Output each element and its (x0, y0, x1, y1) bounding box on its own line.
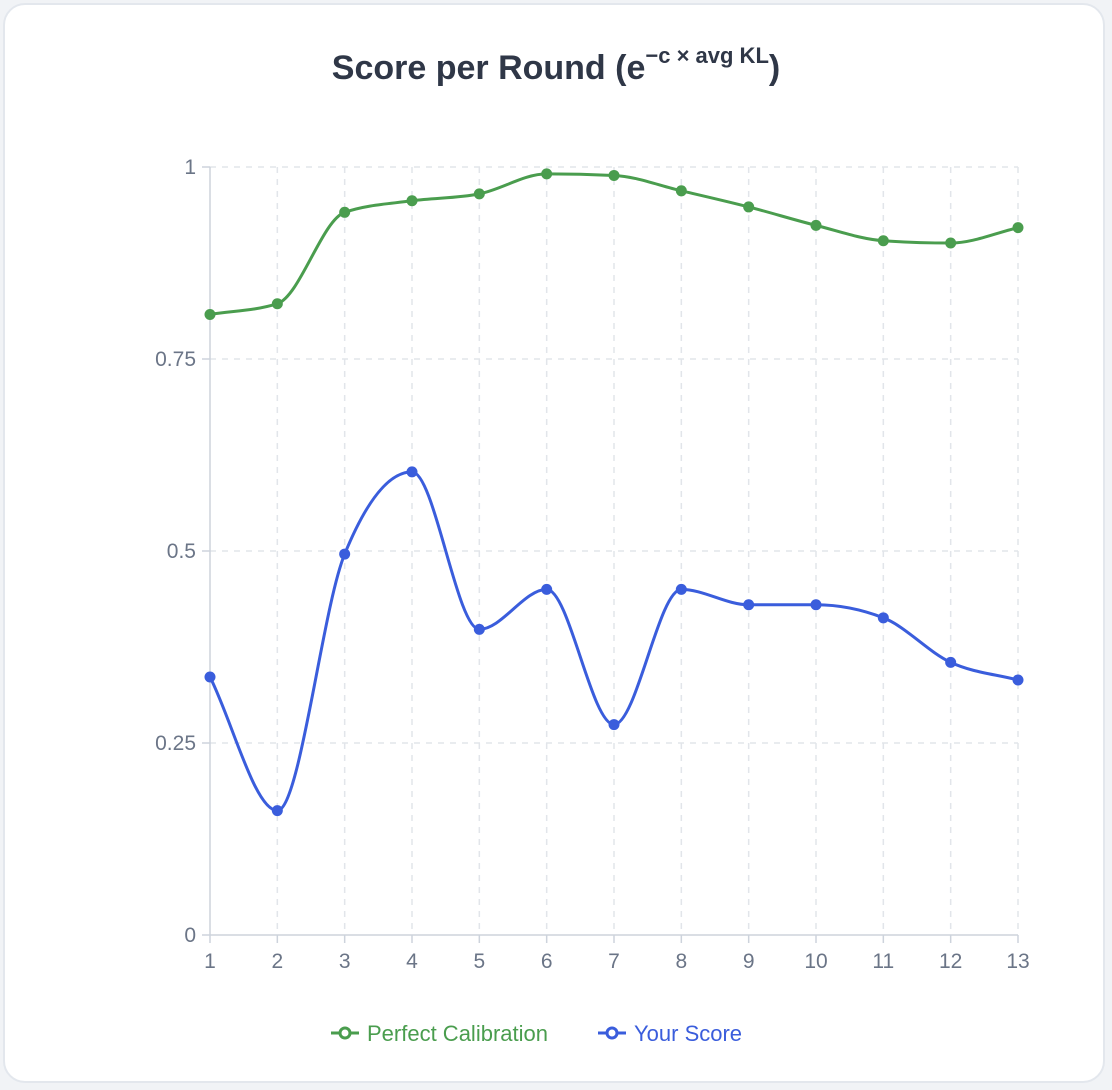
data-point-perfect-calibration[interactable] (877, 235, 889, 247)
data-point-your-score[interactable] (675, 583, 687, 595)
legend-item-your-score[interactable]: Your Score (598, 1021, 742, 1046)
data-point-perfect-calibration[interactable] (473, 188, 485, 200)
data-point-perfect-calibration[interactable] (945, 237, 957, 249)
y-axis-ticks: 0 0.25 0.5 0.75 1 (155, 156, 210, 947)
x-tick-label: 12 (939, 950, 962, 973)
legend-swatch-marker (605, 1026, 619, 1040)
data-point-your-score[interactable] (743, 599, 755, 611)
x-tick-label: 3 (339, 950, 351, 973)
data-point-your-score[interactable] (810, 599, 822, 611)
series-line-your-score (208, 470, 1019, 813)
data-point-perfect-calibration[interactable] (406, 195, 418, 207)
x-tick-label: 2 (271, 950, 283, 973)
data-point-your-score[interactable] (339, 548, 351, 560)
data-point-your-score[interactable] (406, 466, 418, 478)
x-tick-label: 11 (872, 950, 894, 973)
data-point-perfect-calibration[interactable] (608, 169, 620, 181)
data-point-your-score[interactable] (271, 805, 283, 817)
x-tick-label: 10 (804, 950, 827, 973)
legend: Perfect Calibration Your Score (331, 1021, 742, 1046)
data-point-your-score[interactable] (945, 656, 957, 668)
data-point-perfect-calibration[interactable] (271, 298, 283, 310)
chart-card (3, 3, 1105, 1083)
data-point-your-score[interactable] (541, 583, 553, 595)
legend-label: Your Score (634, 1021, 742, 1046)
data-point-perfect-calibration[interactable] (1012, 222, 1024, 234)
x-tick-label: 5 (473, 950, 485, 973)
x-tick-label: 4 (406, 950, 418, 973)
data-point-perfect-calibration[interactable] (675, 185, 687, 197)
y-tick-label: 0.5 (167, 540, 196, 563)
data-point-perfect-calibration[interactable] (204, 308, 216, 320)
chart-title-exponent: −c × avg KL (645, 42, 769, 68)
legend-item-perfect-calibration[interactable]: Perfect Calibration (331, 1021, 548, 1046)
series-your-score (204, 466, 1024, 817)
chart-title-main: Score per Round (e (331, 49, 646, 87)
data-point-your-score[interactable] (608, 719, 620, 731)
y-tick-label: 0.75 (155, 348, 196, 371)
data-point-your-score[interactable] (473, 623, 485, 635)
x-tick-label: 8 (675, 950, 687, 973)
x-tick-label: 6 (541, 950, 553, 973)
y-tick-label: 0.25 (155, 732, 196, 755)
x-tick-label: 13 (1006, 950, 1029, 973)
series-lines (204, 168, 1024, 817)
x-tick-label: 1 (204, 950, 216, 973)
data-point-perfect-calibration[interactable] (810, 219, 822, 231)
x-tick-label: 9 (743, 950, 755, 973)
y-tick-label: 0 (184, 924, 196, 947)
data-point-your-score[interactable] (877, 612, 889, 624)
chart-title-close: ) (768, 49, 781, 87)
data-point-perfect-calibration[interactable] (541, 168, 553, 180)
x-axis-ticks: 1 2 3 4 5 6 7 8 9 10 11 12 13 (204, 935, 1030, 973)
x-tick-label: 7 (608, 950, 620, 973)
chart-title: Score per Round (e−c × avg KL) (0, 42, 1112, 90)
data-point-perfect-calibration[interactable] (743, 201, 755, 213)
legend-swatch-marker (338, 1026, 352, 1040)
legend-label: Perfect Calibration (367, 1021, 548, 1046)
grid-lines (210, 166, 1019, 935)
data-point-perfect-calibration[interactable] (339, 206, 351, 218)
data-point-your-score[interactable] (204, 671, 216, 683)
series-perfect-calibration (204, 168, 1024, 320)
data-point-your-score[interactable] (1012, 674, 1024, 686)
y-tick-label: 1 (184, 156, 196, 179)
